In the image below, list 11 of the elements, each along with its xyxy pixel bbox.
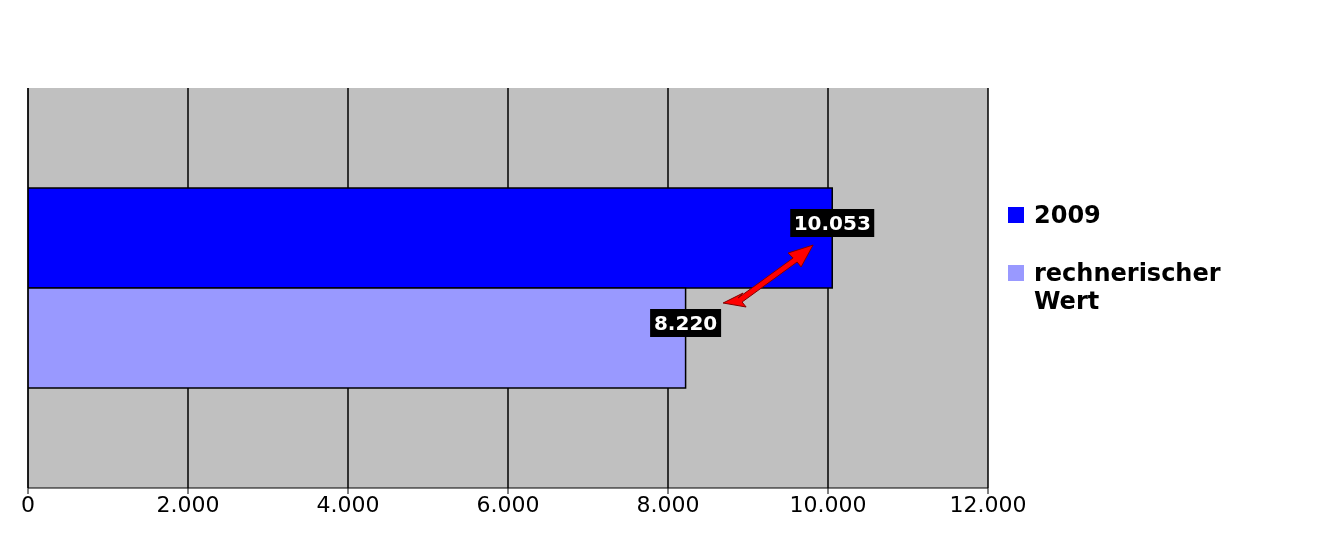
legend-label: rechnerischer Wert: [1034, 259, 1222, 315]
x-tick-label: 12.000: [949, 491, 1027, 517]
x-tick-label: 4.000: [316, 491, 380, 517]
x-tick-label: 6.000: [476, 491, 540, 517]
x-tick-label: 2.000: [156, 491, 220, 517]
x-tick-label: 8.000: [636, 491, 700, 517]
data-label: 8.220: [653, 311, 718, 335]
x-tick-label: 10.000: [789, 491, 867, 517]
x-tick-label: 0: [21, 491, 35, 517]
data-label: 10.053: [793, 211, 871, 235]
legend-label: 2009: [1034, 201, 1101, 229]
